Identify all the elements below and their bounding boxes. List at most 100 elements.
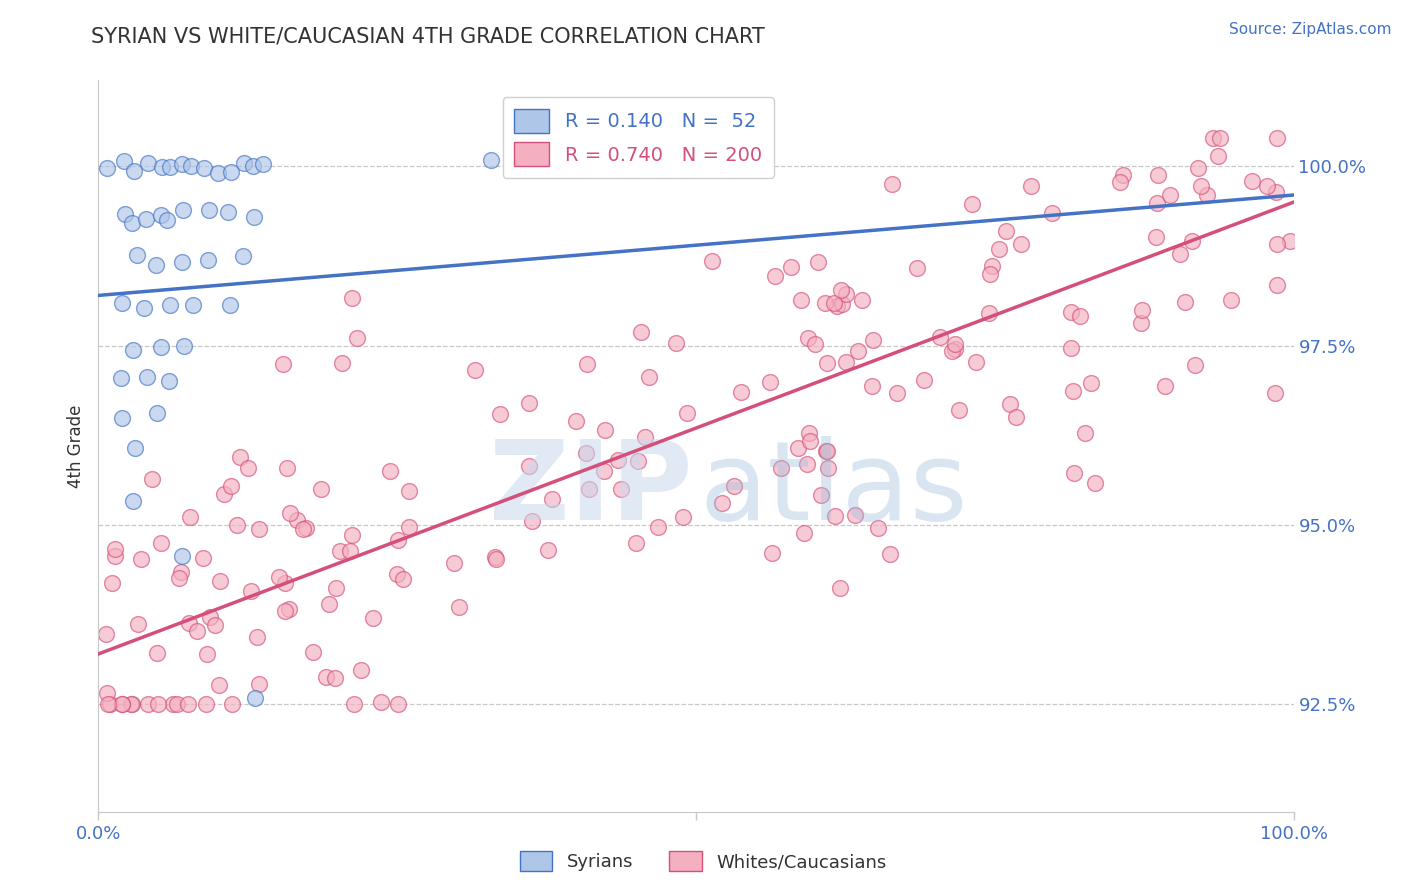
Point <box>609 482 631 496</box>
Point <box>212 487 235 501</box>
Point <box>208 678 231 692</box>
Point <box>1010 236 1032 251</box>
Point <box>150 536 173 550</box>
Point <box>979 306 1001 320</box>
Point <box>1219 293 1241 307</box>
Point <box>226 518 249 533</box>
Point <box>370 696 392 710</box>
Point <box>127 617 149 632</box>
Point <box>830 283 852 297</box>
Point <box>1206 149 1229 163</box>
Point <box>132 301 155 315</box>
Point <box>835 287 858 301</box>
Point <box>1005 410 1028 425</box>
Point <box>247 522 270 536</box>
Point <box>787 441 810 455</box>
Point <box>862 333 884 347</box>
Point <box>593 423 616 437</box>
Point <box>541 491 564 506</box>
Point <box>1062 384 1084 398</box>
Point <box>329 544 352 558</box>
Point <box>141 472 163 486</box>
Point <box>111 697 134 711</box>
Point <box>828 582 851 596</box>
Point <box>1265 278 1288 293</box>
Point <box>851 293 873 308</box>
Point <box>285 513 308 527</box>
Point <box>759 376 782 390</box>
Point <box>710 496 733 510</box>
Point <box>124 441 146 455</box>
Point <box>278 601 301 615</box>
Point <box>330 356 353 370</box>
Point <box>340 527 363 541</box>
Point <box>135 370 157 384</box>
Point <box>627 454 650 468</box>
Point <box>350 663 373 677</box>
Point <box>1069 309 1091 323</box>
Point <box>246 630 269 644</box>
Point <box>146 646 169 660</box>
Point <box>195 697 218 711</box>
Point <box>443 556 465 570</box>
Point <box>111 697 134 711</box>
Point <box>979 268 1001 282</box>
Point <box>761 546 783 560</box>
Point <box>793 526 815 541</box>
Point <box>606 453 628 467</box>
Point <box>340 291 363 305</box>
Point <box>138 697 160 711</box>
Point <box>565 414 588 428</box>
Point <box>243 210 266 224</box>
Point <box>219 165 242 179</box>
Point <box>860 379 883 393</box>
Point <box>815 443 838 458</box>
Point <box>387 697 409 711</box>
Point <box>799 434 821 448</box>
Text: atlas: atlas <box>700 436 969 543</box>
Point <box>221 697 243 711</box>
Point <box>150 208 173 222</box>
Point <box>823 295 845 310</box>
Text: SYRIAN VS WHITE/CAUCASIAN 4TH GRADE CORRELATION CHART: SYRIAN VS WHITE/CAUCASIAN 4TH GRADE CORR… <box>91 27 765 46</box>
Point <box>217 204 239 219</box>
Point <box>987 243 1010 257</box>
Point <box>488 407 510 421</box>
Point <box>1109 175 1132 189</box>
Point <box>814 296 837 310</box>
Point <box>1209 130 1232 145</box>
Point <box>111 295 134 310</box>
Point <box>834 355 856 369</box>
Point <box>484 550 506 565</box>
Point <box>624 536 647 550</box>
Point <box>121 216 143 230</box>
Point <box>129 551 152 566</box>
Point <box>193 551 215 566</box>
Point <box>485 552 508 566</box>
Point <box>1202 130 1225 145</box>
Point <box>1265 236 1288 251</box>
Point <box>1112 168 1135 182</box>
Point <box>593 464 616 478</box>
Point <box>127 247 149 261</box>
Point <box>1168 246 1191 260</box>
Point <box>121 697 143 711</box>
Point <box>145 258 167 272</box>
Point <box>886 386 908 401</box>
Point <box>449 600 471 615</box>
Point <box>136 156 159 170</box>
Point <box>392 572 415 586</box>
Point <box>172 157 194 171</box>
Point <box>1159 188 1181 202</box>
Point <box>790 293 813 307</box>
Point <box>912 373 935 387</box>
Point <box>846 343 869 358</box>
Point <box>398 484 420 499</box>
Point <box>267 570 290 584</box>
Point <box>309 482 332 496</box>
Point <box>173 339 195 353</box>
Point <box>702 253 724 268</box>
Point <box>868 521 890 535</box>
Point <box>166 697 188 711</box>
Point <box>796 457 818 471</box>
